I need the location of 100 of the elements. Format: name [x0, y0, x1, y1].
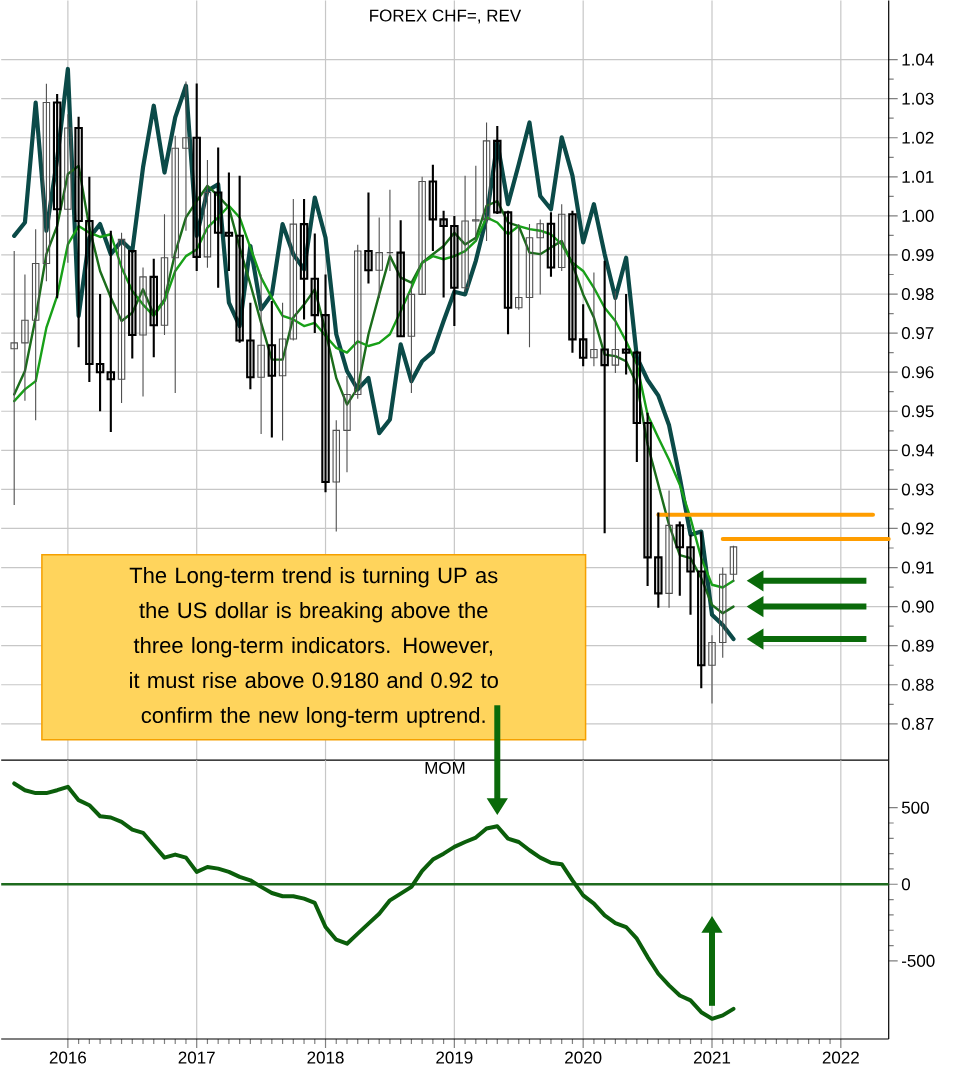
candlestick [503, 209, 513, 336]
candlestick [289, 198, 298, 342]
candlestick [407, 283, 416, 394]
candlestick [85, 175, 94, 383]
candlestick [182, 80, 190, 232]
candlestick [203, 159, 212, 269]
candlestick [493, 124, 502, 215]
chart-title: MOM [425, 761, 465, 774]
candlestick [611, 290, 620, 374]
y-tick-label: 0.92 [902, 522, 934, 535]
candlestick [74, 115, 84, 349]
candlestick [64, 113, 72, 264]
candlestick [472, 165, 480, 242]
candlestick [321, 273, 330, 494]
y-tick-label: 1.03 [902, 92, 934, 105]
candlestick [697, 530, 706, 690]
candlestick [224, 171, 234, 273]
candlestick [525, 223, 534, 348]
line-series [12, 781, 736, 1021]
candlestick [708, 634, 716, 705]
candlestick [622, 292, 631, 376]
x-tick-label: 2021 [694, 1051, 731, 1064]
x-tick-label: 2020 [565, 1051, 602, 1064]
candlestick [418, 176, 427, 295]
candlestick [332, 419, 341, 533]
y-tick-label: 0.91 [902, 561, 934, 574]
candlestick [428, 163, 438, 253]
y-tick-label: 0.93 [902, 483, 934, 496]
y-tick-label: 0 [902, 878, 911, 891]
y-tick-label: 0.89 [902, 639, 934, 652]
candlestick [364, 191, 373, 285]
candlestick [354, 244, 362, 400]
candlestick [343, 375, 351, 473]
candlestick [128, 250, 137, 360]
candlestick [53, 92, 62, 300]
x-tick-label: 2017 [178, 1051, 215, 1064]
y-tick-label: 0.87 [902, 717, 934, 730]
y-tick-label: 0.94 [902, 444, 934, 457]
candlestick [21, 273, 29, 402]
candlestick [579, 303, 588, 368]
candlestick [654, 511, 663, 609]
y-tick-label: 0.96 [902, 366, 934, 379]
y-tick-label: 0.90 [902, 600, 934, 613]
candlestick [482, 121, 491, 242]
candlestick [686, 533, 695, 616]
y-tick-label: 1.04 [902, 53, 934, 66]
candlestick [246, 301, 255, 391]
candlestick [386, 189, 394, 272]
x-tick-label: 2016 [50, 1051, 87, 1064]
candlestick [590, 271, 598, 367]
candlestick [643, 411, 653, 587]
y-tick-label: 1.00 [902, 209, 934, 222]
candlestick [106, 229, 116, 434]
candlestick [310, 232, 320, 335]
annotation: The Long-term trend is turning UP as the US dollar is breaking above the three long-term indicators. However, it must rise above 0.9180 and 0.92 to confirm the new long-term uptrend. [129, 567, 499, 728]
y-tick-label: 0.95 [902, 405, 934, 418]
candlestick [600, 259, 610, 535]
candlestick [546, 211, 556, 278]
candlestick [117, 232, 126, 404]
y-tick-label: 0.98 [902, 288, 934, 301]
candlestick [160, 213, 169, 336]
y-tick-label: 0.99 [902, 248, 934, 261]
x-tick-label: 2022 [822, 1051, 860, 1064]
candlestick [192, 82, 202, 273]
candlestick [536, 218, 545, 295]
candlestick [558, 203, 566, 272]
y-tick-label: 1.01 [902, 170, 934, 183]
candlestick [299, 198, 309, 321]
candlestick [515, 223, 523, 311]
candlestick [632, 349, 642, 464]
candlestick [461, 175, 469, 293]
x-tick-label: 2019 [436, 1051, 473, 1064]
candlestick [267, 300, 277, 439]
candlestick [675, 520, 685, 597]
candlestick [10, 250, 19, 506]
x-tick-label: 2018 [307, 1051, 344, 1064]
candlestick [279, 302, 287, 442]
candlestick [568, 209, 577, 354]
candlestick [171, 135, 180, 394]
candlestick [719, 566, 727, 659]
candlestick [729, 545, 738, 583]
chart-title: FOREX CHF=, REV [370, 9, 522, 24]
candlestick [450, 214, 459, 328]
candlestick [257, 273, 266, 435]
y-tick-label: -500 [902, 954, 935, 967]
candlestick [149, 257, 159, 359]
y-tick-label: 500 [902, 801, 930, 814]
candlestick [32, 228, 40, 421]
candlestick [375, 216, 384, 299]
candlestick [235, 174, 245, 344]
y-tick-label: 0.88 [902, 678, 934, 691]
candlestick [42, 83, 51, 282]
candlestick [214, 146, 223, 289]
candlestick [665, 490, 673, 609]
candlestick [396, 219, 406, 338]
candlestick [96, 292, 105, 413]
candlestick [139, 266, 147, 397]
y-tick-label: 0.97 [902, 327, 934, 340]
y-tick-label: 1.02 [902, 131, 934, 144]
candlestick [439, 209, 449, 299]
